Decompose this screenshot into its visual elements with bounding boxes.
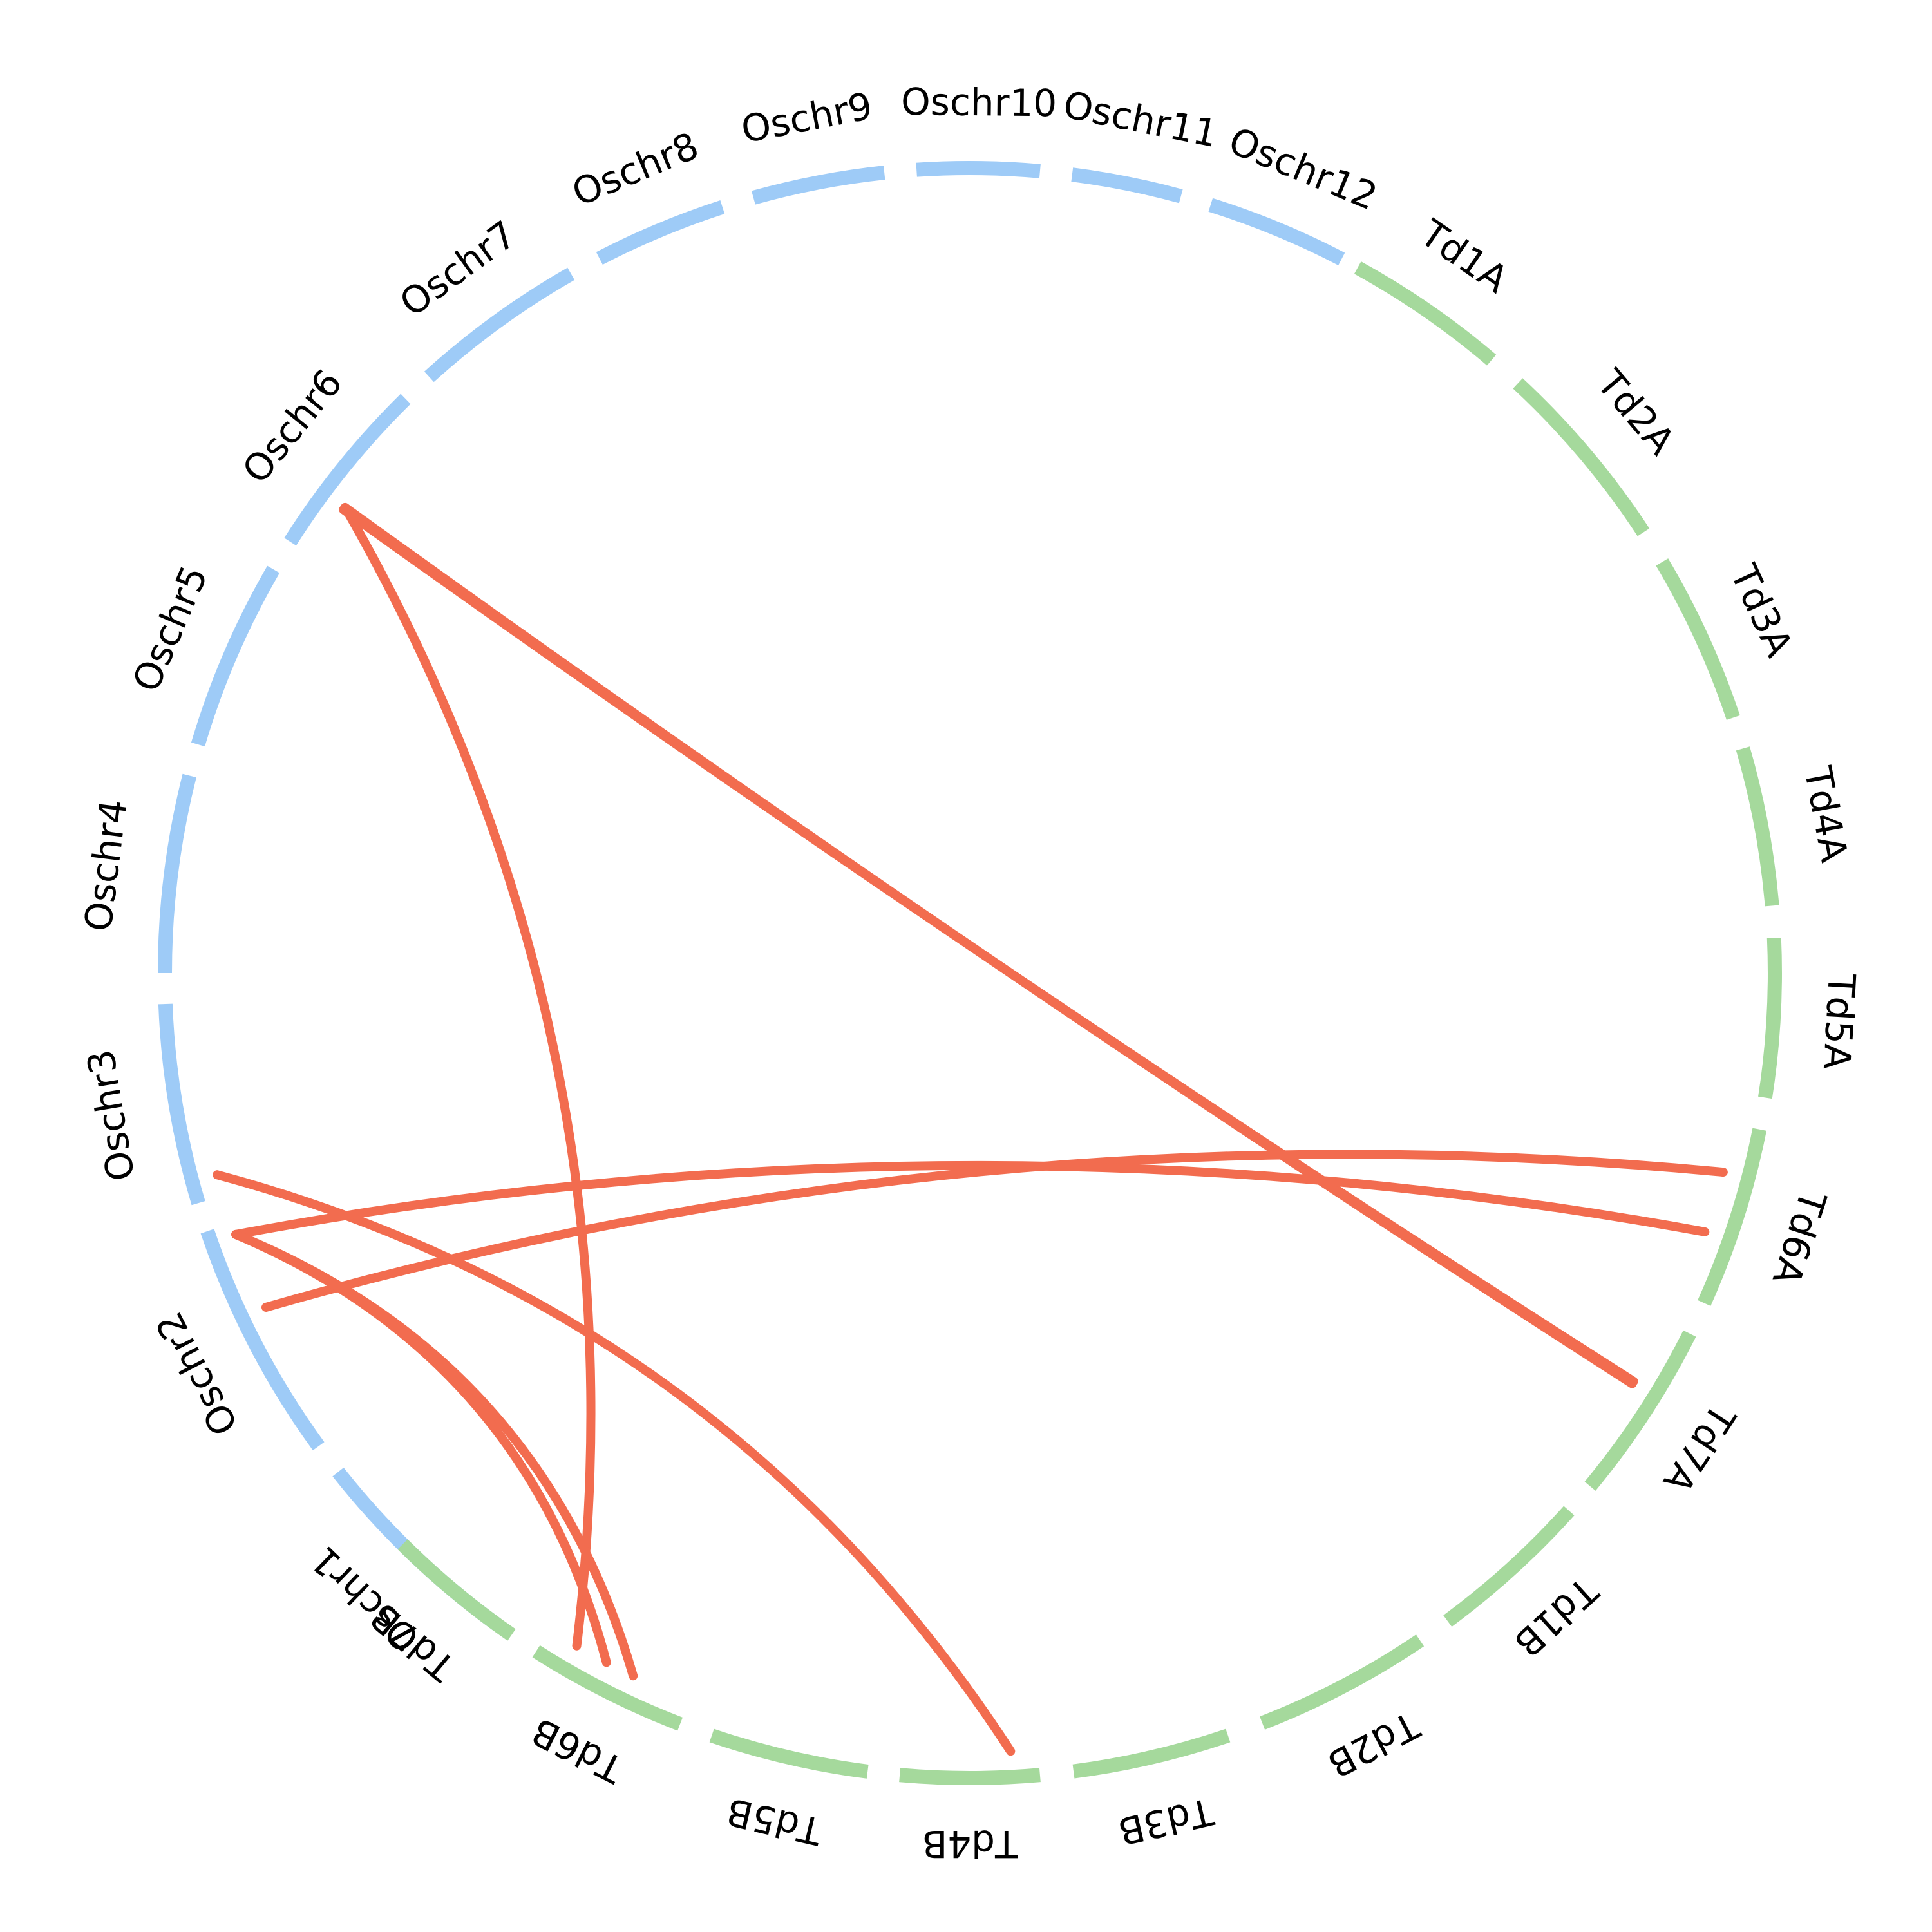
chromosome-labels: Oschr1Oschr2Oschr3Oschr4Oschr5Oschr6Osch… (76, 80, 1864, 1866)
chromosome-arc-td7b (397, 1539, 516, 1641)
chromosome-label-td5a: Td5A (1815, 972, 1864, 1071)
synteny-link-oschr2-to-td6a (261, 1150, 1728, 1312)
chromosome-arc-td6b (532, 1645, 683, 1731)
chromosome-label-td5b: Td5B (723, 1789, 826, 1853)
chromosome-label-oschr9: Oschr9 (738, 84, 876, 151)
synteny-link-oschr6-to-td7b (340, 502, 596, 1651)
synteny-link-oschr3-to-td4b (213, 1170, 1016, 1756)
chromosome-arc-td1a (1354, 261, 1497, 366)
chromosome-arc-oschr4 (158, 773, 196, 974)
chromosome-arc-oschr12 (1208, 198, 1345, 265)
chromosome-label-oschr5: Oschr5 (124, 559, 216, 697)
chromosome-label-oschr12: Oschr12 (1223, 118, 1384, 218)
chromosome-arc-oschr3 (158, 1003, 205, 1206)
chromosome-label-td3b: Td3B (1114, 1789, 1218, 1853)
chromosome-label-td1b: Td1B (1506, 1568, 1607, 1665)
chromosome-arc-td2a (1513, 378, 1650, 536)
chromosome-arc-td3b (1072, 1728, 1231, 1779)
chromosome-arcs (158, 160, 1782, 1785)
chromosome-label-td6a: Td6A (1764, 1185, 1835, 1291)
chromosome-arc-oschr7 (424, 267, 575, 383)
chromosome-arc-td7a (1584, 1330, 1696, 1491)
chromosome-label-oschr4: Oschr4 (76, 797, 136, 934)
chromosome-label-td4a: Td4A (1795, 762, 1856, 866)
chromosome-label-oschr8: Oschr8 (566, 124, 705, 215)
chromosome-label-td3a: Td3A (1721, 557, 1801, 663)
chromosome-arc-oschr10 (916, 160, 1041, 178)
synteny-links (213, 502, 1728, 1756)
chromosome-label-td6b: Td6B (525, 1709, 630, 1792)
chromosome-arc-td5a (1758, 938, 1782, 1099)
chromosome-arc-td4a (1736, 746, 1779, 907)
synteny-link-oschr6-to-td7a (340, 502, 1637, 1388)
chromosome-arc-td2b (1260, 1634, 1425, 1730)
chromosome-label-td1a: Td1A (1412, 211, 1516, 301)
chromosome-arc-td5b (709, 1728, 869, 1779)
chromosome-arc-td6a (1698, 1128, 1766, 1306)
chromosome-label-td4b: Td4B (922, 1822, 1019, 1866)
chromosome-arc-oschr6 (284, 393, 411, 546)
chromosome-label-td7a: Td7A (1654, 1396, 1744, 1501)
chromosome-label-oschr11: Oschr11 (1059, 82, 1221, 156)
synteny-link-oschr2-to-td6a (231, 1160, 1710, 1239)
chromosome-arc-td1b (1443, 1506, 1575, 1627)
chromosome-label-oschr3: Oschr3 (79, 1046, 144, 1184)
chromosome-label-oschr2: Oschr2 (147, 1305, 247, 1443)
chromosome-arc-td3a (1656, 558, 1740, 720)
chromosome-arc-oschr9 (751, 166, 886, 205)
chromosome-label-td2b: Td2B (1321, 1703, 1426, 1786)
chromosome-label-td2a: Td2A (1588, 361, 1684, 464)
chromosome-arc-oschr8 (596, 200, 725, 265)
synteny-link-oschr2-to-td6b (231, 1229, 611, 1667)
chromosome-arc-oschr2 (200, 1229, 325, 1451)
chromosome-arc-oschr11 (1071, 167, 1183, 204)
chromosome-arc-td4b (899, 1768, 1041, 1785)
chromosome-arc-oschr5 (191, 565, 280, 747)
chromosome-label-oschr10: Oschr10 (901, 80, 1057, 126)
